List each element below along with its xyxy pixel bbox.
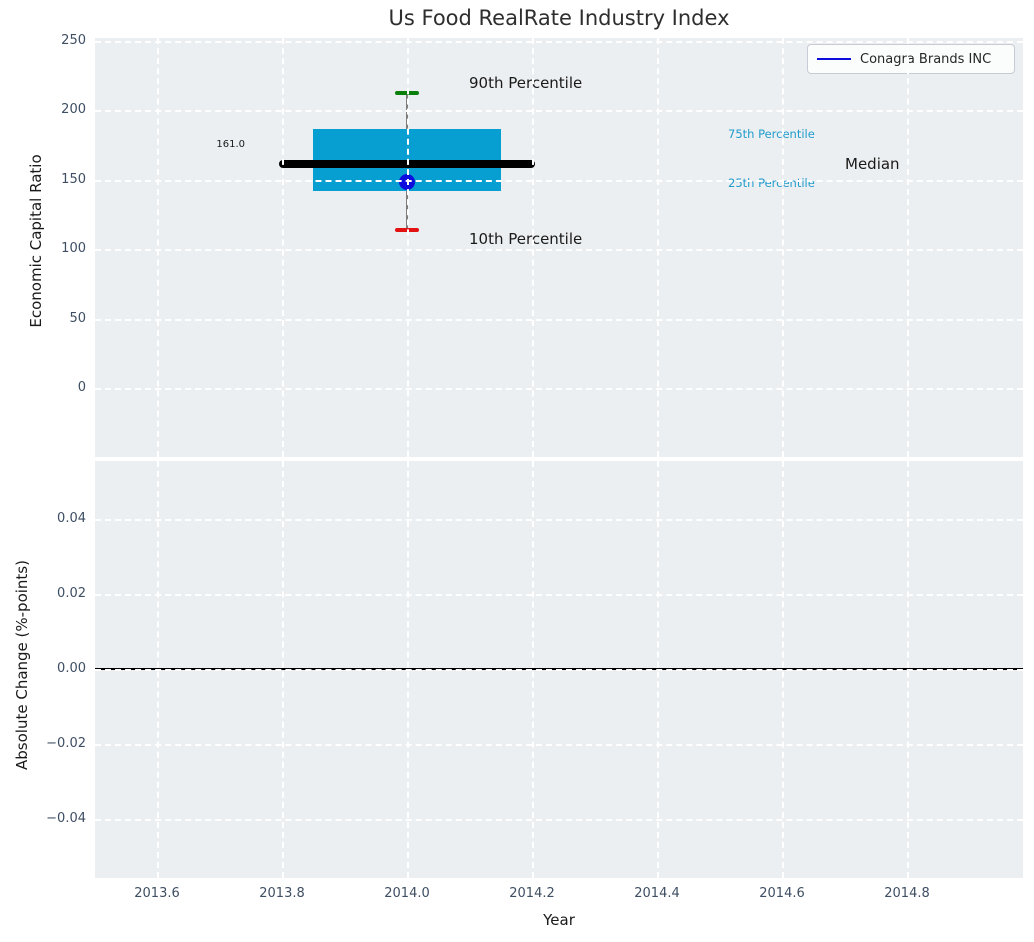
vertical-gridline [657,38,659,457]
x-tick-label: 2014.8 [872,886,942,901]
vertical-gridline [282,38,284,457]
legend: Conagra Brands INC [807,44,1015,74]
horizontal-gridline [95,594,1023,596]
median-value-label: 161.0 [195,139,245,151]
x-tick-label: 2014.2 [497,886,567,901]
horizontal-gridline [95,249,1023,251]
y-axis-label-bottom: Absolute Change (%-points) [13,560,31,770]
annotation-median: Median [845,155,900,173]
axes-bottom-absolute-change: 0.040.020.00−0.02−0.042013.62013.82014.0… [95,461,1023,878]
horizontal-gridline [95,519,1023,521]
y-tick-label: 0.04 [57,511,86,527]
y-tick-label: −0.04 [46,811,86,827]
y-axis-label-top: Economic Capital Ratio [27,154,45,327]
horizontal-gridline [95,319,1023,321]
horizontal-gridline [95,41,1023,43]
chart-figure: Us Food RealRate Industry Index Economic… [0,0,1034,942]
axes-top-economic-capital-ratio: 90th Percentile 75th Percentile Median 2… [95,38,1023,457]
x-axis-label: Year [543,911,575,929]
x-tick-label: 2014.6 [747,886,817,901]
horizontal-gridline [95,669,1023,671]
y-tick-label: 150 [61,172,86,188]
y-tick-label: 100 [61,241,86,257]
y-tick-label: 250 [61,33,86,49]
horizontal-gridline [95,110,1023,112]
x-tick-label: 2014.0 [372,886,442,901]
vertical-gridline [532,38,534,457]
vertical-gridline [907,38,909,457]
vertical-gridline [157,38,159,457]
vertical-gridline [407,38,409,457]
y-tick-label: 50 [69,311,86,327]
y-tick-label: −0.02 [46,736,86,752]
y-tick-label: 0.00 [57,661,86,677]
x-tick-label: 2013.8 [247,886,317,901]
annotation-10th-percentile: 10th Percentile [469,230,582,248]
horizontal-gridline [95,744,1023,746]
y-tick-label: 200 [61,102,86,118]
x-tick-label: 2013.6 [122,886,192,901]
vertical-gridline [782,38,784,457]
x-tick-label: 2014.4 [622,886,692,901]
horizontal-gridline [95,388,1023,390]
y-tick-label: 0.02 [57,586,86,602]
annotation-25th-percentile: 25th Percentile [728,176,815,190]
horizontal-gridline [95,180,1023,182]
horizontal-gridline [95,819,1023,821]
legend-label: Conagra Brands INC [860,52,991,67]
chart-title: Us Food RealRate Industry Index [389,6,730,30]
y-tick-label: 0 [78,380,86,396]
legend-line-sample [817,58,851,61]
annotation-75th-percentile: 75th Percentile [728,127,815,141]
annotation-90th-percentile: 90th Percentile [469,74,582,92]
